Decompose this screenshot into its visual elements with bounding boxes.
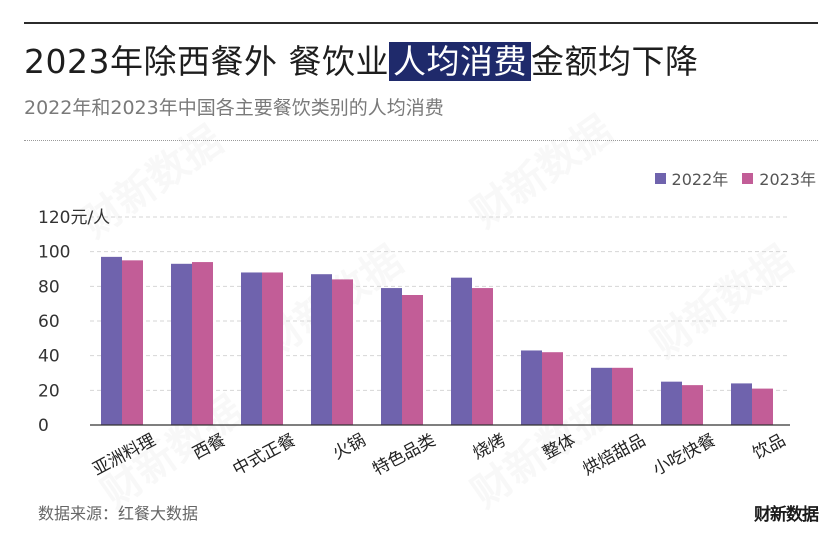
bar-2023 — [402, 295, 423, 425]
x-tick-label: 烧烤 — [470, 430, 509, 464]
title-prefix: 2023年除西餐外 餐饮业 — [24, 42, 389, 81]
legend: 2022年 2023年 — [641, 166, 816, 190]
bar-2023 — [472, 288, 493, 425]
legend-swatch-2023 — [742, 172, 754, 184]
bar-2023 — [542, 352, 563, 425]
y-tick-label: 60 — [38, 312, 60, 332]
bar-2022 — [731, 383, 752, 425]
bar-2023 — [122, 260, 143, 425]
chart-subtitle: 2022年和2023年中国各主要餐饮类别的人均消费 — [24, 97, 444, 119]
dotted-divider — [24, 140, 818, 141]
legend-swatch-2022 — [654, 172, 666, 184]
x-tick-label: 中式正餐 — [230, 430, 299, 480]
x-tick-label: 小吃快餐 — [650, 430, 719, 480]
x-tick-label: 烘焙甜品 — [580, 430, 649, 480]
caixin-logo: 财新数据 — [754, 505, 819, 525]
x-tick-label: 西餐 — [190, 430, 229, 464]
chart-title: 2023年除西餐外 餐饮业 人均消费 金额均下降 — [24, 38, 698, 86]
source-note: 数据来源：红餐大数据 — [38, 504, 199, 523]
bar-2022 — [451, 277, 472, 425]
bar-2022 — [101, 256, 122, 425]
y-tick-label: 0 — [38, 416, 49, 436]
title-suffix: 金额均下降 — [530, 42, 699, 81]
y-tick-label: 120元/人 — [38, 208, 110, 228]
y-tick-label: 80 — [38, 277, 60, 297]
x-tick-label: 火锅 — [330, 430, 369, 464]
x-tick-label: 特色品类 — [370, 430, 439, 480]
bar-2022 — [591, 367, 612, 425]
top-rule — [24, 22, 818, 24]
bar-2023 — [682, 385, 703, 425]
bar-2022 — [171, 263, 192, 425]
y-tick-label: 100 — [38, 243, 70, 263]
y-tick-label: 20 — [38, 381, 60, 401]
bar-2023 — [752, 388, 773, 425]
bar-2023 — [192, 262, 213, 425]
legend-label-2022: 2022年 — [671, 170, 729, 189]
bar-2023 — [262, 272, 283, 425]
bar-2022 — [661, 381, 682, 425]
legend-item-2022: 2022年 — [654, 166, 729, 190]
bar-2023 — [612, 367, 633, 425]
x-tick-label: 饮品 — [750, 430, 789, 464]
bar-2022 — [381, 288, 402, 425]
y-tick-label: 40 — [38, 347, 60, 367]
bar-2022 — [521, 350, 542, 425]
bar-2023 — [332, 279, 353, 425]
title-highlight: 人均消费 — [388, 42, 531, 81]
bar-2022 — [311, 274, 332, 425]
x-tick-label: 整体 — [540, 430, 579, 464]
x-tick-label: 亚洲料理 — [90, 430, 159, 480]
legend-item-2023: 2023年 — [742, 166, 816, 190]
bar-2022 — [241, 272, 262, 425]
legend-label-2023: 2023年 — [759, 170, 816, 189]
